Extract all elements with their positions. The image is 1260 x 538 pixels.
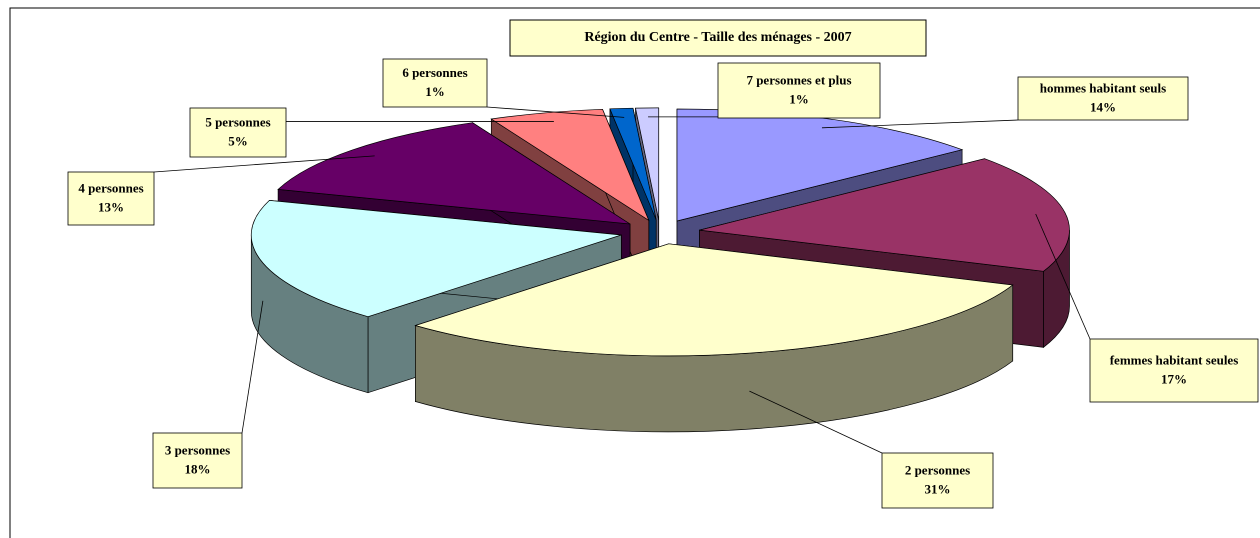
leader-line bbox=[1035, 213, 1091, 340]
leader-line bbox=[821, 119, 1019, 129]
label-name: 2 personnes bbox=[905, 462, 970, 477]
pie-slice-top bbox=[277, 122, 631, 225]
label-box bbox=[152, 432, 243, 489]
label-box bbox=[1089, 338, 1259, 403]
label-value: 18% bbox=[185, 461, 211, 476]
label-name: 4 personnes bbox=[78, 180, 143, 195]
pie-slice-top bbox=[414, 243, 1014, 357]
pie-slice-top bbox=[676, 108, 964, 222]
label-box bbox=[1017, 76, 1189, 121]
label-value: 14% bbox=[1090, 99, 1116, 114]
title-box bbox=[509, 19, 927, 57]
leader-line bbox=[153, 155, 375, 173]
label-box bbox=[189, 107, 287, 158]
label-name: hommes habitant seuls bbox=[1040, 80, 1166, 95]
label-box bbox=[382, 58, 488, 108]
label-box bbox=[881, 452, 994, 509]
leader-line bbox=[749, 390, 883, 454]
leaders bbox=[153, 106, 1091, 454]
label-value: 31% bbox=[925, 481, 951, 496]
pie bbox=[250, 107, 1070, 433]
pie-slice-top bbox=[250, 200, 622, 318]
leader-line bbox=[241, 300, 264, 434]
label-name: 3 personnes bbox=[165, 442, 230, 457]
label-value: 17% bbox=[1161, 371, 1187, 386]
label-box bbox=[67, 171, 155, 226]
label-value: 5% bbox=[228, 133, 248, 148]
label-value: 1% bbox=[789, 91, 809, 106]
chart-title: Région du Centre - Taille des ménages - … bbox=[584, 30, 851, 45]
leader-line bbox=[486, 106, 625, 118]
label-name: femmes habitant seules bbox=[1110, 352, 1239, 367]
pie-slice-top bbox=[490, 108, 650, 222]
label-name: 5 personnes bbox=[205, 114, 270, 129]
label-box bbox=[717, 62, 881, 119]
label-name: 7 personnes et plus bbox=[746, 72, 851, 87]
label-value: 13% bbox=[98, 199, 124, 214]
pie-slice-top bbox=[699, 158, 1070, 272]
pie-slice-top bbox=[609, 107, 657, 221]
pie-slice-top bbox=[635, 107, 660, 220]
labels: hommes habitant seuls 14% femmes habitant … bbox=[67, 58, 1259, 509]
label-value: 1% bbox=[425, 84, 445, 99]
label-name: 6 personnes bbox=[402, 65, 467, 80]
